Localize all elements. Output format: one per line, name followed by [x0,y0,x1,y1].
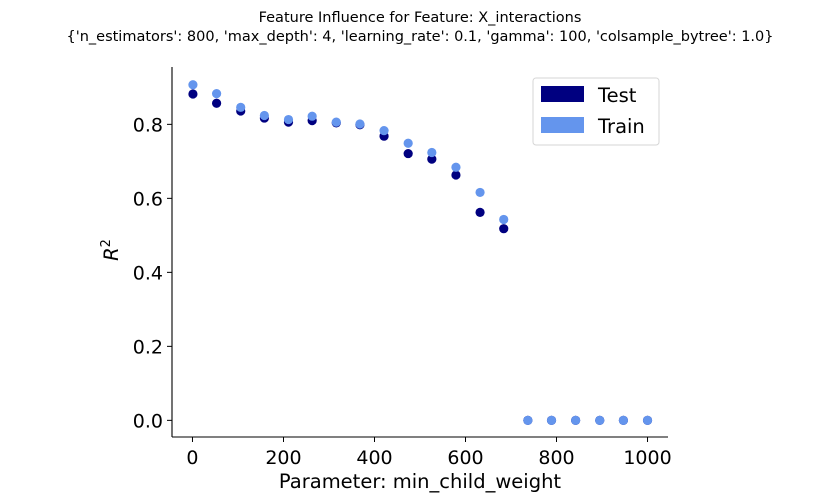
point-train [618,415,629,425]
point-train [571,415,581,425]
legend-swatch-test [541,86,584,102]
legend: Test Train [532,77,660,146]
point-test [403,148,413,159]
point-test [427,154,437,164]
point-test [499,224,509,234]
point-test [188,89,198,99]
x-tick-label: 1000 [623,447,671,469]
point-train [546,415,557,425]
point-train [451,162,461,172]
point-train [283,114,294,125]
x-tick-label: 800 [538,447,574,469]
series-train [188,80,653,425]
point-train [211,89,222,99]
point-test [211,98,222,108]
x-tick-label: 200 [265,447,301,469]
point-train [475,187,485,198]
y-tick-label: 0.4 [133,262,163,284]
legend-swatch-train [541,117,584,133]
point-train [188,80,198,90]
point-train [307,111,317,121]
y-tick-label: 0.2 [133,336,163,358]
point-test [475,207,485,218]
x-axis-label: Parameter: min_child_weight [279,470,562,493]
x-tick-label: 600 [447,447,483,469]
y-tick-label: 0.8 [133,114,163,136]
point-test [451,170,461,180]
point-train [355,119,365,129]
point-train [427,147,437,158]
point-train [499,214,509,225]
chart-subtitle: {'n_estimators': 800, 'max_depth': 4, 'l… [67,29,774,45]
y-tick-label: 0.0 [133,410,163,432]
x-tick-label: 400 [356,447,392,469]
y-axis-label: R2 [99,239,123,261]
point-train [642,415,653,425]
point-train [403,138,413,148]
point-train [236,102,246,112]
point-train [523,415,533,425]
legend-label-test: Test [597,84,637,107]
x-axis-ticks: 0 200 400 600 800 1000 [186,437,672,469]
point-train [595,415,605,425]
y-axis-label-superscript: 2 [99,239,114,247]
point-train [331,117,341,127]
y-axis-label-base: R [100,247,123,261]
y-tick-label: 0.6 [133,188,163,210]
point-train [379,126,389,136]
chart-title: Feature Influence for Feature: X_interac… [259,10,582,26]
y-axis-ticks: 0.0 0.2 0.4 0.6 0.8 [133,114,172,432]
x-tick-label: 0 [186,447,198,469]
legend-label-train: Train [597,115,645,138]
point-train [259,110,269,121]
